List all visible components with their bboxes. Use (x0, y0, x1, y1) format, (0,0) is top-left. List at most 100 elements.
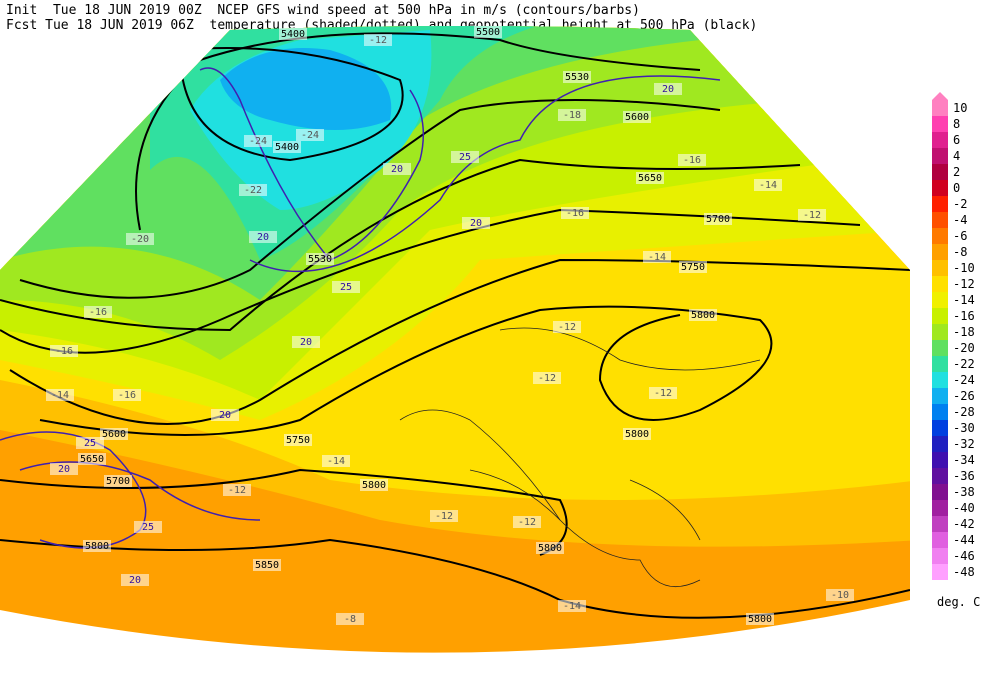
colorbar-swatch (932, 404, 948, 420)
temperature-label: -20 (131, 234, 149, 245)
temperature-label-bg (678, 154, 706, 166)
height-label-bg (746, 613, 774, 625)
colorbar-label: -6 (953, 229, 967, 243)
height-label-bg (284, 434, 312, 446)
colorbar-label: -14 (953, 293, 975, 307)
wind-label: 20 (300, 337, 312, 348)
wind-label: 25 (84, 438, 96, 449)
temperature-label-bg (430, 510, 458, 522)
temperature-label-bg (558, 600, 586, 612)
colorbar-swatch (932, 276, 948, 292)
map-area (0, 26, 910, 653)
height-label: 5800 (691, 310, 715, 321)
height-label-bg (474, 26, 502, 38)
colorbar-swatch (932, 260, 948, 276)
temperature-label-bg (561, 207, 589, 219)
colorbar-label: 4 (953, 149, 960, 163)
temperature-label: -12 (538, 373, 556, 384)
colorbar-swatch (932, 164, 948, 180)
height-label: 5800 (85, 541, 109, 552)
temperature-label: -12 (654, 388, 672, 399)
colorbar-swatch (932, 292, 948, 308)
height-label: 5750 (681, 262, 705, 273)
colorbar-unit: deg. C (937, 595, 980, 609)
colorbar-swatch (932, 516, 948, 532)
wind-label-bg (383, 163, 411, 175)
temperature-label: -8 (344, 614, 356, 625)
colorbar-swatch (932, 564, 948, 580)
colorbar-swatch (932, 372, 948, 388)
wind-label-bg (462, 217, 490, 229)
temperature-label: -12 (435, 511, 453, 522)
height-label: 5650 (638, 173, 662, 184)
temperature-label: -12 (228, 485, 246, 496)
height-label: 5650 (80, 454, 104, 465)
wind-label-bg (292, 336, 320, 348)
colorbar-swatch (932, 500, 948, 516)
colorbar-label: -22 (953, 357, 975, 371)
wind-label-bg (654, 83, 682, 95)
height-label: 5800 (538, 543, 562, 554)
height-label: 5400 (281, 29, 305, 40)
colorbar-label: -10 (953, 261, 975, 275)
colorbar-swatch (932, 116, 948, 132)
height-label-bg (623, 428, 651, 440)
temperature-label-bg (364, 34, 392, 46)
temperature-label-bg (798, 209, 826, 221)
wind-label: 25 (142, 522, 154, 533)
colorbar-label: -36 (953, 469, 975, 483)
height-label: 5750 (286, 435, 310, 446)
height-label: 5500 (476, 27, 500, 38)
wind-label: 20 (58, 464, 70, 475)
height-label: 5800 (748, 614, 772, 625)
height-label-bg (679, 261, 707, 273)
height-label-bg (360, 479, 388, 491)
temperature-label: -14 (51, 390, 69, 401)
temperature-label: -24 (249, 136, 267, 147)
colorbar-arrow (932, 92, 948, 100)
colorbar-label: -30 (953, 421, 975, 435)
temperature-label: -12 (803, 210, 821, 221)
colorbar-swatch (932, 452, 948, 468)
colorbar-swatch (932, 340, 948, 356)
colorbar-swatch (932, 244, 948, 260)
height-label-bg (253, 559, 281, 571)
colorbar-label: -44 (953, 533, 975, 547)
wind-label-bg (211, 409, 239, 421)
temperature-label: -16 (89, 307, 107, 318)
colorbar-label: -48 (953, 565, 975, 579)
height-label: 5600 (625, 112, 649, 123)
height-label-bg (104, 475, 132, 487)
temperature-label: -12 (558, 322, 576, 333)
wind-label-bg (249, 231, 277, 243)
colorbar-swatch (932, 388, 948, 404)
height-label: 5700 (706, 214, 730, 225)
height-label-bg (306, 253, 334, 265)
colorbar-swatch (932, 180, 948, 196)
temperature-label: -12 (369, 35, 387, 46)
wind-label-bg (50, 463, 78, 475)
temperature-label-bg (533, 372, 561, 384)
colorbar: 10 8 6 4 2 0 -2 -4 -6 -8 -10 -12 -14 -16 -18 -20 -22 -24 -… (932, 92, 980, 609)
colorbar-label: -42 (953, 517, 975, 531)
temperature-label-bg (322, 455, 350, 467)
wind-label: 20 (129, 575, 141, 586)
temperature-label: -14 (327, 456, 345, 467)
colorbar-label: -16 (953, 309, 975, 323)
temperature-label-bg (754, 179, 782, 191)
height-label-bg (623, 111, 651, 123)
wind-label-bg (76, 437, 104, 449)
temperature-label: -16 (55, 346, 73, 357)
colorbar-swatch (932, 308, 948, 324)
temperature-label-bg (46, 389, 74, 401)
temperature-label: -16 (118, 390, 136, 401)
colorbar-swatch (932, 132, 948, 148)
height-label-bg (83, 540, 111, 552)
colorbar-label: 10 (953, 101, 967, 115)
height-label-bg (704, 213, 732, 225)
colorbar-swatch (932, 212, 948, 228)
temperature-label-bg (558, 109, 586, 121)
temperature-label: -14 (563, 601, 581, 612)
temperature-label: -14 (759, 180, 777, 191)
colorbar-swatch (932, 100, 948, 116)
